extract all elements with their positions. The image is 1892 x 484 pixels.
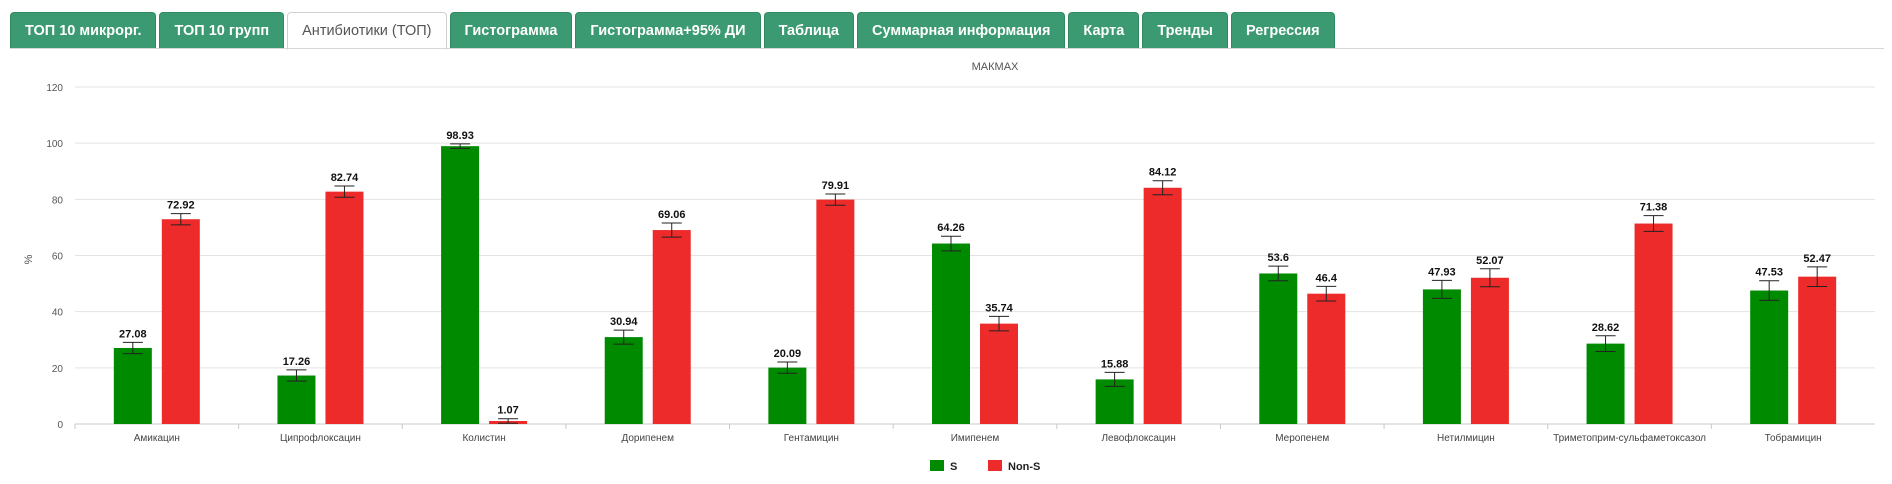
data-label: 53.6 [1268, 252, 1289, 264]
y-axis-label: % [23, 254, 35, 264]
y-tick-label: 20 [52, 364, 64, 375]
bar-non-s [652, 230, 691, 424]
legend-label: S [950, 461, 957, 473]
data-label: 79.91 [822, 180, 850, 192]
bar-s [1422, 289, 1461, 424]
data-label: 17.26 [283, 356, 311, 368]
data-label: 98.93 [446, 130, 474, 142]
tab-bar: ТОП 10 микрорг. ТОП 10 групп Антибиотики (… [10, 12, 1335, 50]
bar-non-s [1798, 276, 1837, 424]
tab-4[interactable]: Гистограмма [449, 12, 573, 48]
x-tick-label: Имипенем [951, 433, 1000, 444]
legend-swatch-s [930, 460, 944, 471]
bar-non-s [1470, 277, 1509, 424]
x-tick-label: Гентамицин [784, 433, 839, 444]
chart-title: МАКМАХ [972, 61, 1019, 73]
tab-5[interactable]: Гистограмма+95% ДИ [575, 12, 761, 48]
y-tick-label: 120 [46, 83, 63, 94]
data-label: 35.74 [985, 302, 1013, 314]
bar-non-s [1634, 223, 1673, 424]
bar-non-s [161, 219, 200, 424]
x-tick-label: Дорипенем [621, 433, 674, 444]
x-tick-label: Ципрофлоксацин [280, 432, 361, 444]
data-label: 72.92 [167, 200, 195, 212]
data-label: 71.38 [1640, 202, 1668, 214]
data-label: 82.74 [331, 172, 359, 184]
bar-s [277, 375, 316, 424]
data-label: 28.62 [1592, 322, 1620, 334]
bar-s [768, 367, 807, 424]
x-tick-label: Амикацин [134, 433, 180, 444]
tab-7[interactable]: Суммарная информация [857, 12, 1066, 48]
x-tick-label: Триметоприм-сульфаметоксазол [1553, 432, 1706, 444]
data-label: 52.47 [1803, 253, 1831, 265]
bar-non-s [816, 199, 855, 424]
bar-s [113, 347, 152, 424]
x-tick-label: Меропенем [1275, 433, 1329, 444]
bar-non-s [325, 191, 364, 424]
data-label: 15.88 [1101, 358, 1129, 370]
bar-s [604, 337, 643, 424]
y-tick-label: 60 [52, 252, 64, 263]
bar-s [1750, 290, 1789, 424]
data-label: 46.4 [1316, 272, 1338, 284]
data-label: 69.06 [658, 209, 686, 221]
tab-3[interactable]: Антибиотики (ТОП) [287, 12, 447, 50]
y-tick-label: 0 [57, 420, 63, 431]
y-tick-label: 80 [52, 195, 64, 206]
y-tick-label: 40 [52, 308, 64, 319]
x-tick-label: Тобрамицин [1765, 432, 1822, 444]
bar-non-s [1307, 293, 1346, 424]
tab-8[interactable]: Карта [1068, 12, 1140, 48]
bar-non-s [980, 323, 1018, 424]
bar-non-s [1143, 187, 1182, 424]
x-tick-label: Нетилмицин [1437, 433, 1495, 444]
data-label: 20.09 [774, 348, 802, 360]
y-tick-label: 100 [46, 139, 63, 150]
bar-chart: МАКМАХ 0 20 40 60 80 100 120% Амикацин 27.08 72.92… [23, 61, 1875, 473]
data-label: 27.08 [119, 328, 147, 340]
bar-s [441, 146, 480, 425]
data-label: 30.94 [610, 316, 638, 328]
tab-2[interactable]: ТОП 10 групп [159, 12, 285, 48]
bar-s [1259, 273, 1298, 424]
legend-swatch-non-s [988, 460, 1002, 471]
data-label: 1.07 [497, 405, 518, 417]
tab-1[interactable]: ТОП 10 микрорг. [10, 12, 157, 48]
tab-10[interactable]: Регрессия [1230, 12, 1335, 48]
legend-label: Non-S [1008, 461, 1040, 473]
tab-9[interactable]: Тренды [1142, 12, 1228, 48]
data-label: 47.93 [1428, 266, 1456, 278]
data-label: 84.12 [1149, 167, 1177, 179]
data-label: 52.07 [1476, 255, 1504, 267]
bar-s [932, 243, 970, 424]
data-label: 64.26 [937, 222, 965, 234]
data-label: 47.53 [1755, 267, 1783, 279]
tab-bar-divider [10, 48, 1884, 49]
x-tick-label: Левофлоксацин [1101, 432, 1175, 444]
bar-s [1586, 343, 1625, 424]
x-tick-label: Колистин [462, 433, 505, 444]
tab-6[interactable]: Таблица [763, 12, 854, 48]
